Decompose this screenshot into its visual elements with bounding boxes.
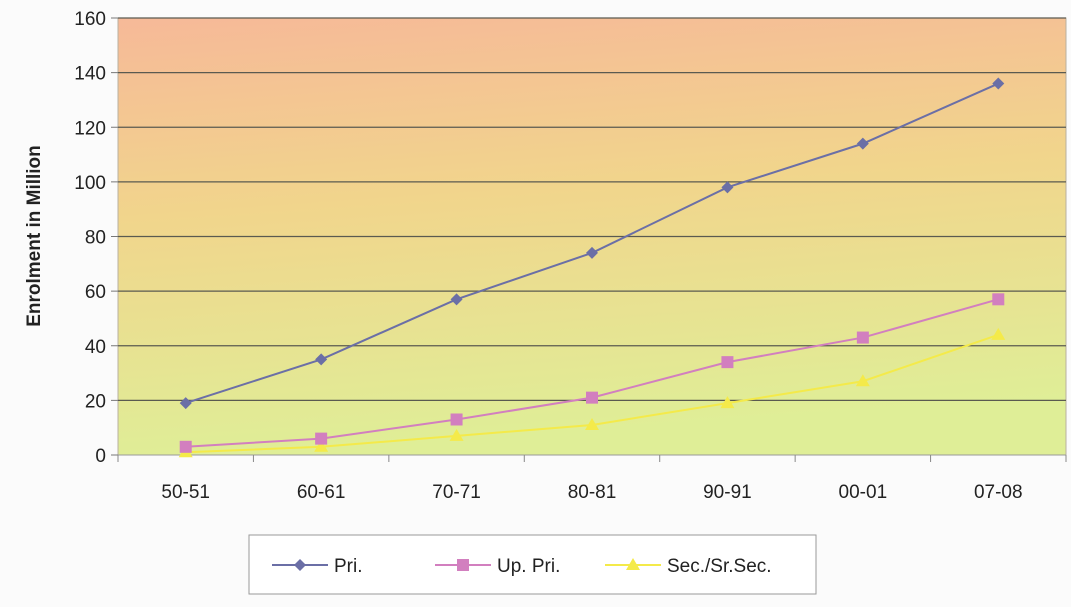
data-point <box>315 353 328 366</box>
legend-box <box>248 534 817 595</box>
data-point <box>179 397 192 410</box>
legend-label: Up. Pri. <box>497 556 560 577</box>
x-tick-label: 60-61 <box>297 482 346 503</box>
y-tick-label: 40 <box>85 337 106 358</box>
legend-item: Pri. <box>272 556 363 577</box>
x-tick-label: 90-91 <box>703 482 752 503</box>
data-point <box>314 439 329 452</box>
data-point <box>721 356 734 369</box>
data-point <box>586 246 598 259</box>
y-tick-label: 120 <box>74 118 106 139</box>
y-tick-label: 60 <box>85 282 106 303</box>
series-pri <box>179 77 1005 410</box>
legend-item: Sec./Sr.Sec. <box>605 556 772 577</box>
y-axis-ticks: 0 20 40 60 80 100 120 140 160 <box>74 9 118 467</box>
data-point <box>449 428 464 441</box>
data-point <box>855 374 870 387</box>
data-point <box>720 396 735 409</box>
legend-marker <box>457 559 469 571</box>
x-tick-label: 07-08 <box>974 482 1023 503</box>
y-tick-label: 80 <box>85 228 106 249</box>
legend-marker <box>626 558 640 570</box>
data-point <box>856 331 869 344</box>
legend-item: Up. Pri. <box>435 556 560 577</box>
data-point <box>450 413 463 426</box>
data-point <box>179 440 192 453</box>
series-layer <box>178 77 1006 458</box>
series-up-pri <box>179 293 1005 453</box>
y-tick-label: 0 <box>95 446 106 467</box>
x-tick-label: 00-01 <box>839 482 888 503</box>
data-point <box>856 137 869 150</box>
x-tick-label: 80-81 <box>568 482 617 503</box>
series-sec-sr-sec <box>178 327 1006 458</box>
x-axis-ticks: 50-51 60-61 70-71 80-81 90-91 00-01 07-08 <box>117 454 1067 503</box>
y-axis-title: Enrolment in Million <box>24 145 45 327</box>
data-point <box>992 77 1005 90</box>
y-tick-label: 100 <box>74 173 106 194</box>
y-tick-label: 160 <box>74 9 106 30</box>
data-point <box>991 327 1006 340</box>
legend: Pri. Up. Pri. Sec./Sr.Sec. <box>272 556 772 577</box>
data-point <box>450 293 463 306</box>
x-tick-label: 70-71 <box>432 482 481 503</box>
data-point <box>315 432 328 445</box>
data-point <box>992 293 1005 306</box>
gridlines <box>118 17 1066 401</box>
y-tick-label: 140 <box>74 64 106 85</box>
y-tick-label: 20 <box>85 391 106 412</box>
legend-marker <box>294 559 306 571</box>
legend-label: Pri. <box>334 556 363 577</box>
x-tick-label: 50-51 <box>161 482 210 503</box>
data-point <box>721 181 734 194</box>
data-point <box>585 417 599 430</box>
legend-label: Sec./Sr.Sec. <box>667 556 772 577</box>
data-point <box>586 391 598 404</box>
